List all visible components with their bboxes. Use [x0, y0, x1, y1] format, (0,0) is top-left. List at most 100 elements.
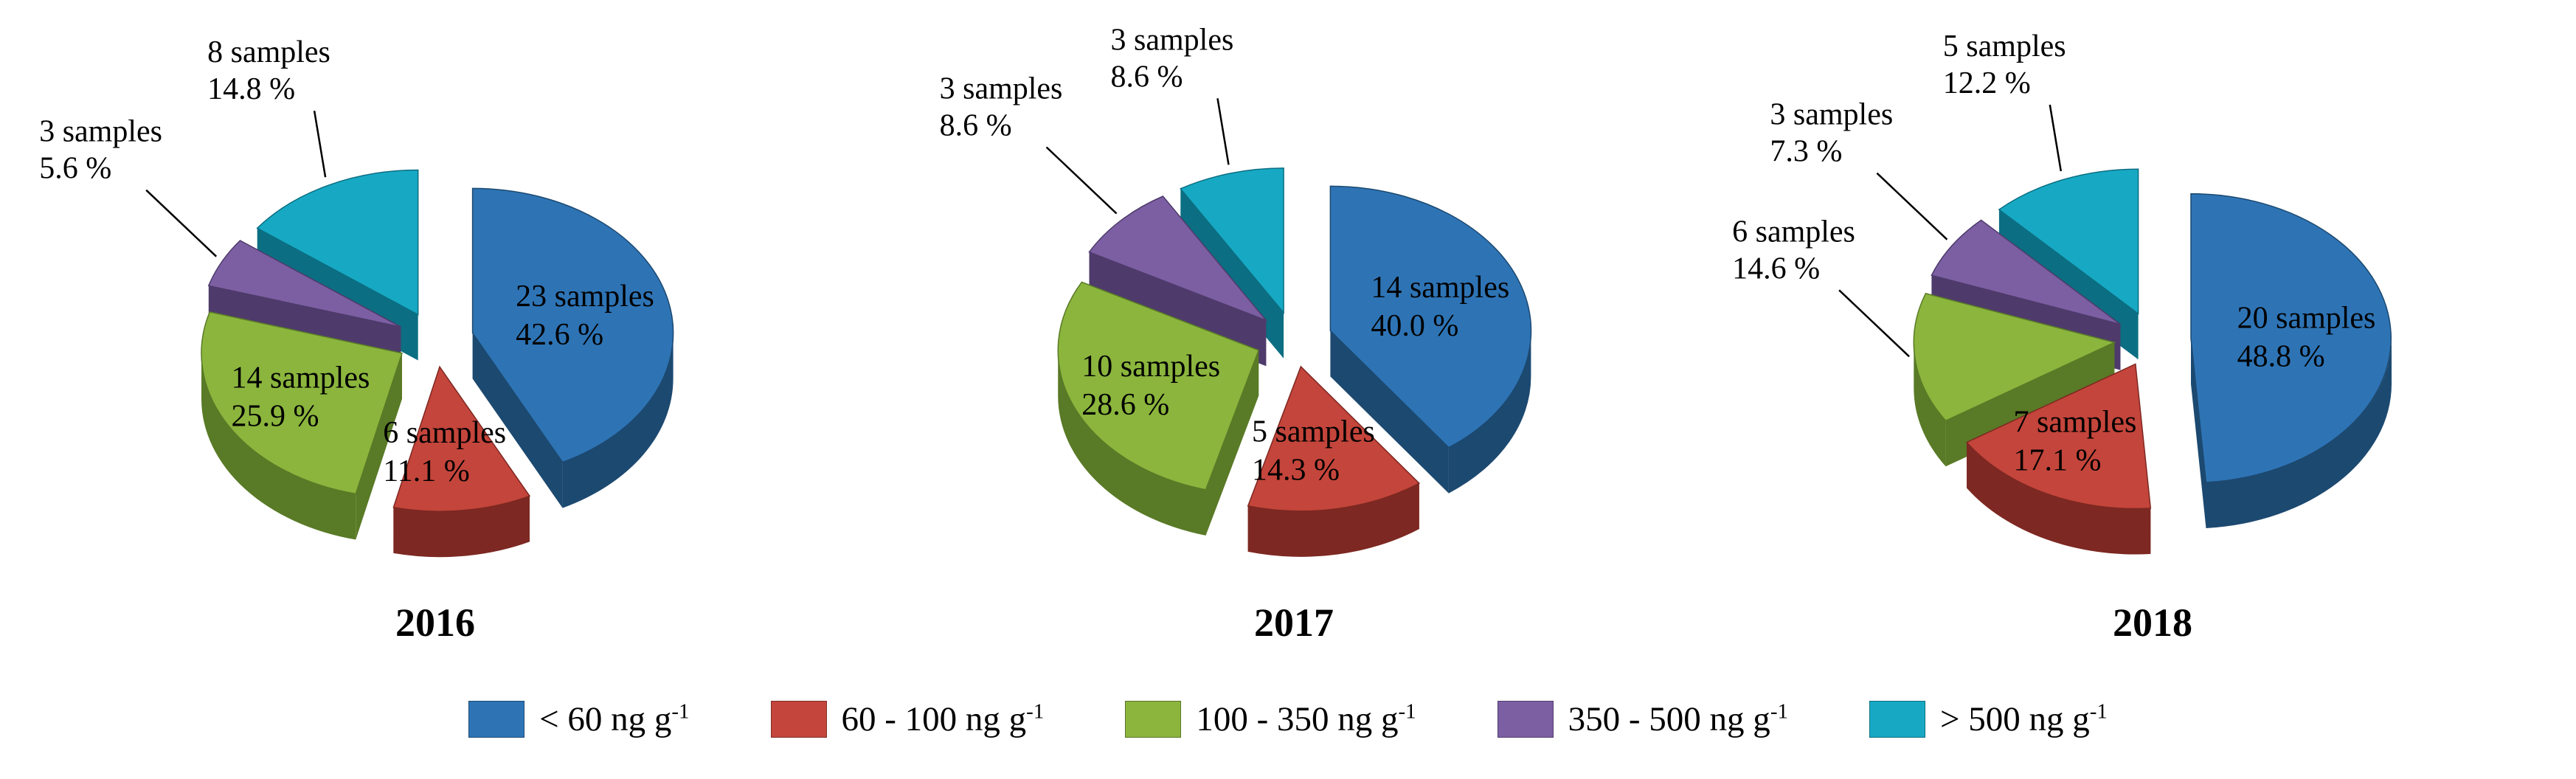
pie-slice-wall: [1967, 442, 2151, 555]
pie-slice-top: [1329, 185, 1532, 449]
legend-swatch-green: [1125, 701, 1182, 738]
legend-superscript: -1: [2089, 699, 2108, 724]
legend: < 60 ng g-1 60 - 100 ng g-1 100 - 350 ng g…: [0, 668, 2576, 771]
pie-svg-2018: 20 samples 48.8 % 7 samples 17.1 % 6 samples…: [1732, 30, 2392, 645]
legend-item-label: 100 - 350 ng g-1: [1196, 699, 1416, 738]
slice-label-samples: 10 samples: [1081, 350, 1220, 384]
pie-slice-edge: [2191, 338, 2206, 528]
label-leader-line: [2049, 104, 2063, 172]
pie-slice-wall: [1448, 330, 1531, 494]
label-leader-line: [1045, 146, 1118, 215]
slice-label-pct: 5.6 %: [39, 152, 111, 186]
label-leader-line: [1838, 289, 1910, 358]
legend-swatch-blue: [468, 701, 525, 738]
legend-item: 100 - 350 ng g-1: [1125, 699, 1416, 739]
slice-label-pct: 14.8 %: [207, 72, 295, 106]
pie-slice-top: [392, 365, 531, 512]
pie-slice-edge: [1330, 330, 1449, 494]
slice-label-pct: 40.0 %: [1371, 309, 1458, 343]
pie-svg-2017: 14 samples 40.0 % 5 samples 14.3 % 10 sample…: [940, 23, 1532, 645]
pie-slice-top: [1998, 168, 2139, 315]
label-leader-line: [1216, 98, 1230, 165]
pie-slice-top: [471, 187, 674, 463]
slice-label-samples: 8 samples: [207, 35, 330, 69]
pie-slice-top: [2190, 193, 2392, 483]
slice-label-pct: 48.8 %: [2237, 339, 2325, 373]
legend-item: 60 - 100 ng g-1: [770, 699, 1045, 739]
slice-label-pct: 7.3 %: [1770, 135, 1842, 169]
slice-label-samples: 7 samples: [2014, 405, 2137, 439]
slice-label-samples: 14 samples: [232, 361, 370, 395]
label-leader-line: [1876, 172, 1948, 240]
slice-label-pct: 12.2 %: [1943, 66, 2031, 100]
slice-label-samples: 5 samples: [1252, 415, 1375, 449]
slice-label-samples: 3 samples: [1770, 98, 1893, 132]
legend-superscript: -1: [1770, 699, 1788, 724]
legend-item-label: 60 - 100 ng g-1: [841, 699, 1045, 738]
pie-slice-green: [1057, 281, 1260, 536]
label-leader-line: [313, 110, 327, 178]
pie-slice-red: [392, 365, 531, 558]
slice-label-samples: 20 samples: [2237, 301, 2376, 335]
legend-swatch-purple: [1497, 701, 1554, 738]
pie-slice-blue: [1329, 185, 1532, 494]
pie-slice-red: [1247, 365, 1421, 557]
legend-item: < 60 ng g-1: [468, 699, 690, 739]
pie-slice-wall: [562, 333, 674, 508]
pie-slice-wall: [2206, 338, 2392, 528]
legend-item: > 500 ng g-1: [1869, 699, 2108, 739]
pie-slice-top: [1965, 363, 2152, 510]
slice-label-pct: 8.6 %: [940, 109, 1012, 143]
legend-item-label: > 500 ng g-1: [1939, 699, 2108, 738]
pie-slice-top: [1180, 167, 1284, 314]
slice-label-samples: 6 samples: [1732, 215, 1855, 249]
year-label: 2017: [1254, 600, 1334, 645]
slice-label-pct: 14.3 %: [1252, 454, 1340, 488]
pie-slice-top: [207, 240, 401, 328]
pie-slice-edge: [356, 353, 402, 540]
pie-svg-2016: 23 samples 42.6 % 6 samples 11.1 % 14 sample…: [39, 35, 674, 645]
pie-slice-wall: [1247, 483, 1419, 557]
slice-label-pct: 11.1 %: [383, 454, 469, 488]
legend-item-label: < 60 ng g-1: [539, 699, 690, 738]
legend-superscript: -1: [1026, 699, 1045, 724]
pie-chart-2018: 20 samples 48.8 % 7 samples 17.1 % 6 samples…: [1717, 0, 2576, 668]
pie-slice-top: [1057, 281, 1260, 491]
pie-slice-wall: [1058, 350, 1206, 536]
slice-label-samples: 3 samples: [39, 115, 162, 149]
slice-label-pct: 17.1 %: [2014, 443, 2102, 477]
slice-label-pct: 42.6 %: [516, 318, 603, 352]
pie-slice-top: [256, 169, 419, 316]
slice-label-samples: 14 samples: [1371, 271, 1509, 305]
legend-swatch-red: [770, 701, 827, 738]
pie-slice-top: [1088, 195, 1268, 322]
year-label: 2016: [395, 600, 475, 645]
pie-chart-2016: 23 samples 42.6 % 6 samples 11.1 % 14 sample…: [0, 0, 859, 668]
legend-item-label: 350 - 500 ng g-1: [1568, 699, 1788, 738]
pie-chart-2017: 14 samples 40.0 % 5 samples 14.3 % 10 sample…: [859, 0, 1717, 668]
charts-row: 23 samples 42.6 % 6 samples 11.1 % 14 sample…: [0, 0, 2576, 668]
pie-slice-blue: [2190, 193, 2392, 528]
slice-label-samples: 3 samples: [1111, 23, 1234, 57]
slice-label-samples: 6 samples: [383, 416, 506, 450]
slice-label-pct: 8.6 %: [1111, 60, 1183, 94]
pie-slice-top: [1247, 365, 1421, 512]
slice-label-samples: 5 samples: [1943, 30, 2066, 63]
pie-slice-edge: [472, 333, 563, 508]
pie-slice-wall: [1914, 342, 1946, 467]
year-label: 2018: [2113, 600, 2192, 645]
slice-label-pct: 14.6 %: [1732, 252, 1820, 285]
pie-slice-top: [1913, 292, 2116, 422]
slice-label-pct: 25.9 %: [232, 400, 319, 434]
slice-label-samples: 23 samples: [516, 280, 654, 314]
pie-slice-top: [1931, 219, 2121, 325]
pie-slice-green: [201, 311, 403, 540]
label-leader-line: [145, 189, 218, 257]
pie-slice-red: [1965, 363, 2152, 555]
legend-superscript: -1: [1398, 699, 1416, 724]
pie-slice-top: [201, 311, 403, 495]
legend-item: 350 - 500 ng g-1: [1497, 699, 1788, 739]
pie-slice-blue: [471, 187, 674, 508]
legend-swatch-teal: [1869, 701, 1925, 738]
